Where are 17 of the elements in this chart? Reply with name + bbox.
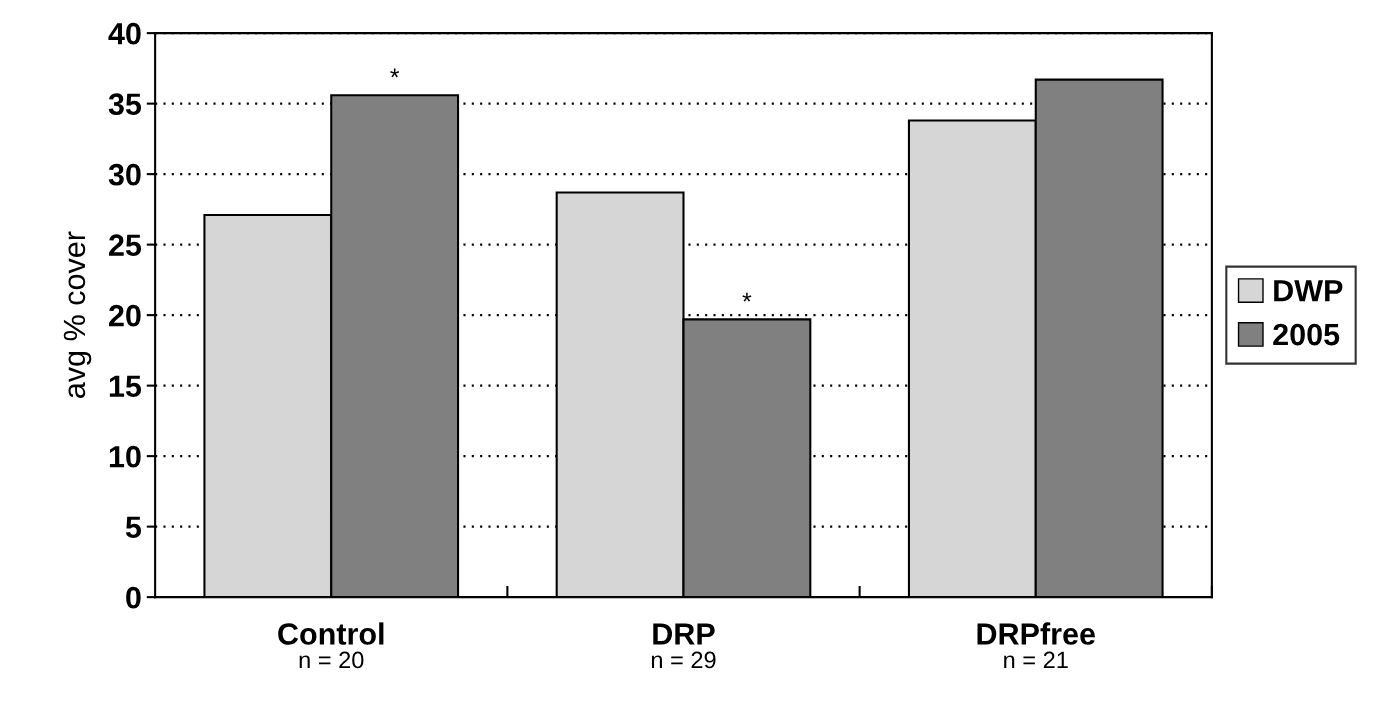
y-tick-label: 30 xyxy=(108,163,141,186)
annotation: * xyxy=(742,292,752,302)
legend-label: DWP xyxy=(1274,280,1343,302)
x-tick-label: DRPfree n = 21 xyxy=(977,622,1095,669)
y-tick-label: 0 xyxy=(126,586,141,609)
x-tick-label: Control n = 20 xyxy=(278,622,384,669)
y-axis-title: avg % cover xyxy=(63,231,92,398)
legend-label: 2005 xyxy=(1273,323,1340,346)
y-tick-label: 35 xyxy=(108,93,142,116)
x-tick-label: DRP n = 29 xyxy=(651,623,716,669)
y-tick-label: 10 xyxy=(109,445,141,468)
y-tick-label: 40 xyxy=(108,22,141,45)
y-tick-label: 25 xyxy=(109,234,142,257)
annotation: * xyxy=(390,68,400,78)
y-tick-label: 20 xyxy=(109,304,141,327)
y-tick-label: 15 xyxy=(109,375,142,398)
y-tick-label: 5 xyxy=(125,516,142,539)
